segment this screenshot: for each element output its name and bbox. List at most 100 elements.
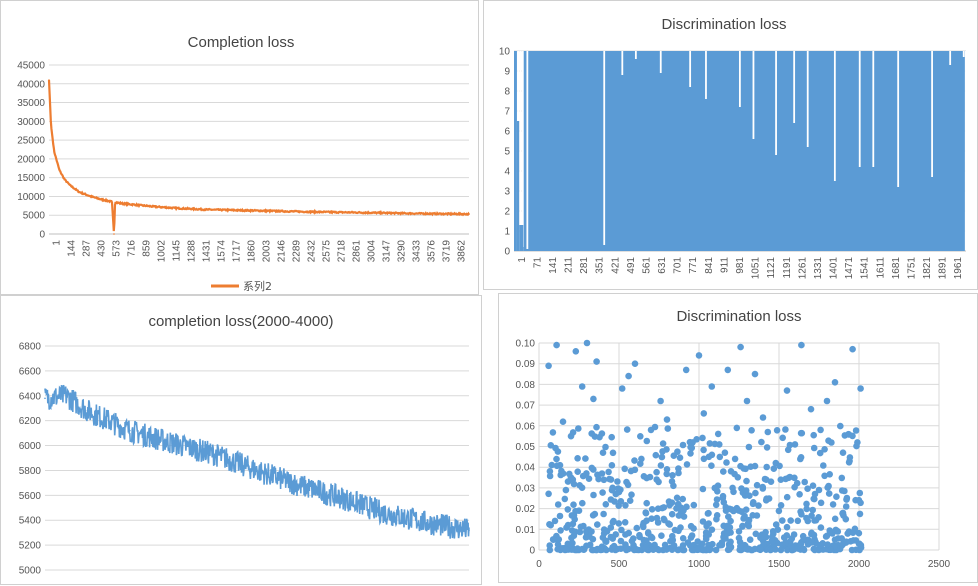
series xyxy=(545,339,865,554)
scatter-point xyxy=(553,462,561,470)
y-tick-label: 10 xyxy=(499,47,511,58)
scatter-point xyxy=(608,433,615,441)
x-tick-label: 1002 xyxy=(157,240,168,263)
scatter-point xyxy=(562,546,570,553)
scatter-point xyxy=(554,448,562,455)
y-tick-label: 0.06 xyxy=(516,421,536,432)
scatter-point xyxy=(699,485,707,493)
bar-gap xyxy=(962,51,965,57)
scatter-point xyxy=(820,462,827,469)
y-tick-label: 5 xyxy=(504,147,510,158)
y-tick-label: 0.03 xyxy=(516,483,536,494)
scatter-point xyxy=(643,437,651,445)
grid xyxy=(45,345,469,571)
scatter-point xyxy=(594,521,601,528)
scatter-point xyxy=(716,441,723,448)
scatter-point xyxy=(745,443,753,451)
scatter-point xyxy=(791,441,799,448)
scatter-point xyxy=(743,545,750,553)
scatter-point xyxy=(671,526,679,534)
bar xyxy=(519,225,524,251)
x-tick-label: 2718 xyxy=(337,240,348,263)
scatter-point xyxy=(659,448,666,455)
x-tick-label: 3433 xyxy=(412,240,423,263)
scatter-point xyxy=(608,462,616,469)
scatter-point xyxy=(556,512,564,520)
scatter-point xyxy=(780,534,788,541)
scatter-point xyxy=(576,528,584,536)
scatter-point xyxy=(831,379,839,386)
scatter-point xyxy=(773,427,781,434)
y-tick-label: 35000 xyxy=(17,98,45,109)
data-point xyxy=(363,211,365,214)
scatter-point xyxy=(661,516,668,524)
x-tick-label: 1611 xyxy=(875,257,886,279)
scatter-point xyxy=(596,433,603,441)
x-tick-label: 1681 xyxy=(891,257,902,280)
data-point xyxy=(50,124,52,126)
scatter-point xyxy=(841,487,848,495)
y-axis: 0 5000 10000 15000 20000 25000 30000 35000 40000… xyxy=(17,61,45,241)
scatter-point xyxy=(786,441,794,449)
bar-gap xyxy=(705,51,707,99)
data-point xyxy=(258,209,260,212)
scatter-point xyxy=(683,461,691,468)
scatter-point xyxy=(753,481,761,489)
x-tick-label: 1431 xyxy=(202,240,213,263)
x-tick-label: 2289 xyxy=(292,240,303,263)
scatter-point xyxy=(791,474,798,482)
x-tick-label: 716 xyxy=(127,240,138,257)
scatter-point xyxy=(729,484,736,492)
x-tick-label: 3862 xyxy=(457,240,468,263)
scatter-point xyxy=(741,512,748,520)
scatter-point xyxy=(676,454,684,461)
data-point xyxy=(153,205,155,208)
scatter-point xyxy=(637,433,644,440)
scatter-point xyxy=(743,397,751,405)
x-tick-label: 1541 xyxy=(860,257,871,280)
data-point xyxy=(425,521,428,524)
bar-gap xyxy=(858,51,861,167)
y-tick-label: 6200 xyxy=(19,416,42,427)
scatter-point xyxy=(593,358,600,365)
scatter-point xyxy=(618,385,626,392)
scatter-point xyxy=(628,491,635,498)
data-point xyxy=(137,204,139,206)
scatter-point xyxy=(808,512,815,519)
scatter-point xyxy=(720,468,727,475)
scatter-point xyxy=(831,515,839,523)
scatter-point xyxy=(724,366,732,374)
scatter-point xyxy=(617,498,625,505)
data-point xyxy=(341,497,343,499)
x-tick-label: 211 xyxy=(564,257,575,273)
scatter-point xyxy=(583,528,590,535)
chart-title: Discrimination loss xyxy=(661,16,786,33)
scatter-point xyxy=(749,500,757,508)
scatter-point xyxy=(796,491,803,498)
scatter-point xyxy=(737,462,744,470)
bar-gap xyxy=(833,51,836,181)
scatter-point xyxy=(579,499,586,507)
scatter-point xyxy=(849,432,856,440)
scatter-point xyxy=(631,360,639,367)
scatter-point xyxy=(687,542,694,549)
scatter-point xyxy=(583,339,591,347)
y-axis: 5000 5200 5400 5600 5800 6000 6200 6400 6600 6800 xyxy=(19,342,42,577)
scatter-point xyxy=(561,495,569,503)
x-tick-label: 500 xyxy=(611,559,628,570)
scatter-point xyxy=(585,475,593,482)
scatter-point xyxy=(838,474,846,482)
bar-gap xyxy=(517,51,520,121)
scatter-point xyxy=(637,460,644,467)
scatter-point xyxy=(557,527,564,534)
scatter-point xyxy=(651,423,659,431)
legend[interactable]: 系列2 xyxy=(211,279,272,293)
scatter-point xyxy=(713,496,721,503)
x-tick-label: 1891 xyxy=(938,257,949,280)
data-point xyxy=(69,184,71,186)
scatter-point xyxy=(686,438,694,446)
scatter-point xyxy=(600,476,608,484)
scatter-point xyxy=(668,510,676,518)
scatter-point xyxy=(783,387,791,394)
scatter-point xyxy=(545,490,552,498)
